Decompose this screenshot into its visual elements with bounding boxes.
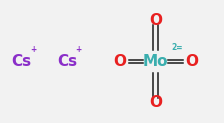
Text: O: O: [113, 54, 126, 69]
Text: O: O: [185, 54, 198, 69]
Text: O: O: [149, 95, 162, 110]
Text: +: +: [76, 45, 82, 54]
Text: +: +: [30, 45, 36, 54]
Text: Cs: Cs: [57, 54, 77, 69]
Text: Cs: Cs: [11, 54, 31, 69]
Text: O: O: [149, 13, 162, 28]
Text: Mo: Mo: [143, 54, 168, 69]
Text: 2=: 2=: [172, 43, 183, 53]
